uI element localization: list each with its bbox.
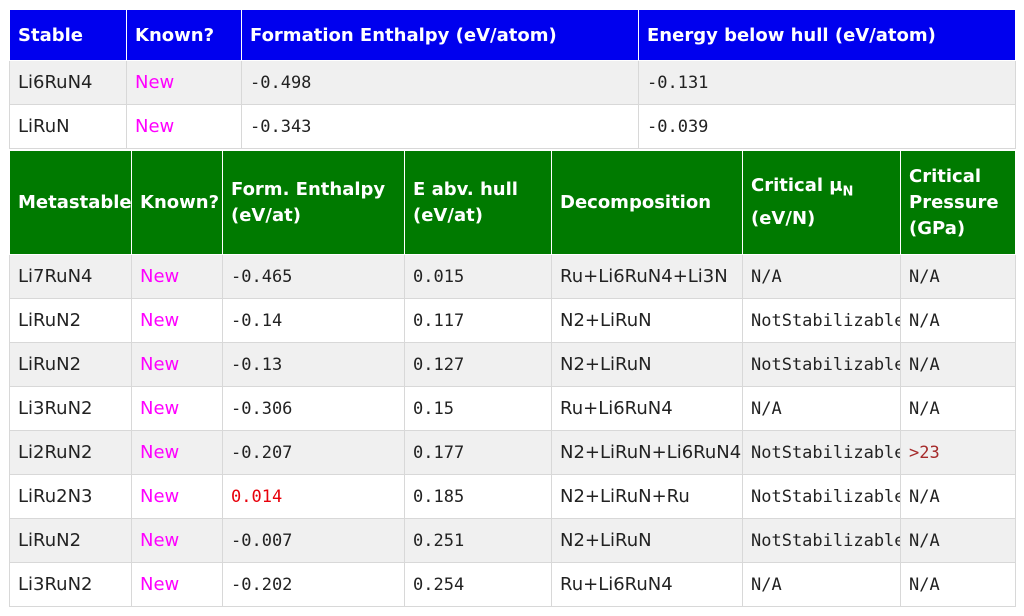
stable-header-enthalpy: Formation Enthalpy (eV/atom) [241,9,639,61]
metastable-compounds-table: Metastable Known? Form. Enthalpy (eV/at)… [9,150,1016,607]
formation-enthalpy: -0.465 [222,254,405,299]
energy-below-hull: -0.039 [638,104,1016,149]
known-status: New [131,474,223,519]
formation-enthalpy: -0.007 [222,518,405,563]
meta-header-critical-mu: Critical μN (eV/N) [742,150,901,255]
compound-name: Li6RuN4 [9,60,127,105]
meta-header-enthalpy: Form. Enthalpy (eV/at) [222,150,405,255]
compound-name: LiRuN [9,104,127,149]
critical-mu: NotStabilizable [742,342,901,387]
meta-header-hull-line1: E abv. hull [413,178,518,200]
compound-name: LiRu2N3 [9,474,132,519]
critical-pressure: N/A [900,298,1016,343]
stable-compounds-table: Stable Known? Formation Enthalpy (eV/ato… [9,9,1016,149]
formation-enthalpy: -0.14 [222,298,405,343]
compound-name: Li7RuN4 [9,254,132,299]
critical-pressure: N/A [900,562,1016,607]
formation-enthalpy: -0.207 [222,430,405,475]
stable-header-row: Stable Known? Formation Enthalpy (eV/ato… [9,9,1016,61]
energy-above-hull: 0.177 [404,430,552,475]
stable-header-known: Known? [126,9,242,61]
formation-enthalpy: -0.343 [241,104,639,149]
formation-enthalpy: -0.306 [222,386,405,431]
critical-mu: N/A [742,386,901,431]
meta-header-pressure-line3: (GPa) [909,217,966,239]
energy-above-hull: 0.254 [404,562,552,607]
energy-above-hull: 0.251 [404,518,552,563]
table-row: Li2RuN2 New -0.207 0.177 N2+LiRuN+Li6RuN… [9,430,1016,475]
known-status: New [131,342,223,387]
formation-enthalpy: -0.202 [222,562,405,607]
energy-above-hull: 0.015 [404,254,552,299]
critical-pressure: N/A [900,386,1016,431]
table-row: LiRuN2 New -0.14 0.117 N2+LiRuN NotStabi… [9,298,1016,343]
decomposition: N2+LiRuN [551,298,743,343]
known-status: New [131,386,223,431]
meta-header-critical-pressure: Critical Pressure (GPa) [900,150,1016,255]
meta-header-pressure-line1: Critical [909,165,982,187]
critical-pressure: N/A [900,474,1016,519]
compound-name: LiRuN2 [9,342,132,387]
table-row: Li7RuN4 New -0.465 0.015 Ru+Li6RuN4+Li3N… [9,254,1016,299]
table-row: LiRu2N3 New 0.014 0.185 N2+LiRuN+Ru NotS… [9,474,1016,519]
meta-header-known: Known? [131,150,223,255]
formation-enthalpy: 0.014 [222,474,405,519]
table-row: Li6RuN4 New -0.498 -0.131 [9,60,1016,105]
energy-above-hull: 0.117 [404,298,552,343]
table-row: Li3RuN2 New -0.202 0.254 Ru+Li6RuN4 N/A … [9,562,1016,607]
decomposition: Ru+Li6RuN4 [551,386,743,431]
table-row: LiRuN2 New -0.007 0.251 N2+LiRuN NotStab… [9,518,1016,563]
compound-name: LiRuN2 [9,298,132,343]
formation-enthalpy: -0.498 [241,60,639,105]
meta-header-mu-line2: (eV/N) [751,207,816,229]
known-status: New [131,298,223,343]
stable-header-hull: Energy below hull (eV/atom) [638,9,1016,61]
decomposition: N2+LiRuN [551,518,743,563]
meta-header-pressure-line2: Pressure [909,191,999,213]
critical-mu: N/A [742,562,901,607]
meta-header-hull-line2: (eV/at) [413,204,483,226]
compound-name: Li3RuN2 [9,562,132,607]
table-row: LiRuN New -0.343 -0.039 [9,104,1016,149]
meta-header-name: Metastable [9,150,132,255]
meta-header-enthalpy-line2: (eV/at) [231,204,301,226]
compound-name: LiRuN2 [9,518,132,563]
meta-header-decomposition: Decomposition [551,150,743,255]
formation-enthalpy: -0.13 [222,342,405,387]
table-row: LiRuN2 New -0.13 0.127 N2+LiRuN NotStabi… [9,342,1016,387]
known-status: New [126,60,242,105]
metastable-header-row: Metastable Known? Form. Enthalpy (eV/at)… [9,150,1016,255]
decomposition: N2+LiRuN [551,342,743,387]
critical-pressure: N/A [900,342,1016,387]
meta-header-mu-sub: N [842,184,854,200]
known-status: New [131,430,223,475]
known-status: New [131,254,223,299]
critical-mu: NotStabilizable [742,474,901,519]
energy-above-hull: 0.127 [404,342,552,387]
compound-name: Li2RuN2 [9,430,132,475]
energy-below-hull: -0.131 [638,60,1016,105]
decomposition: Ru+Li6RuN4 [551,562,743,607]
critical-pressure: N/A [900,254,1016,299]
decomposition: N2+LiRuN+Li6RuN4 [551,430,743,475]
meta-header-enthalpy-line1: Form. Enthalpy [231,178,386,200]
stable-header-name: Stable [9,9,127,61]
critical-pressure: >23 [900,430,1016,475]
known-status: New [126,104,242,149]
known-status: New [131,518,223,563]
meta-header-mu-line1: Critical μ [751,175,843,197]
critical-mu: NotStabilizable [742,430,901,475]
table-row: Li3RuN2 New -0.306 0.15 Ru+Li6RuN4 N/A N… [9,386,1016,431]
meta-header-hull: E abv. hull (eV/at) [404,150,552,255]
critical-mu: NotStabilizable [742,518,901,563]
compound-name: Li3RuN2 [9,386,132,431]
decomposition: N2+LiRuN+Ru [551,474,743,519]
energy-above-hull: 0.185 [404,474,552,519]
critical-mu: NotStabilizable [742,298,901,343]
critical-pressure: N/A [900,518,1016,563]
critical-mu: N/A [742,254,901,299]
decomposition: Ru+Li6RuN4+Li3N [551,254,743,299]
energy-above-hull: 0.15 [404,386,552,431]
known-status: New [131,562,223,607]
